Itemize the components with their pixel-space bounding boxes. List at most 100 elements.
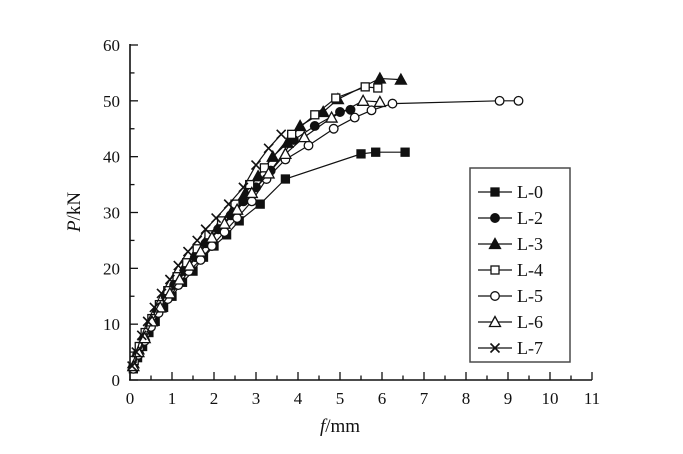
y-tick-label: 40 [103, 148, 120, 167]
x-tick-label: 0 [126, 389, 135, 408]
x-tick-label: 7 [420, 389, 429, 408]
square-open-marker [490, 265, 500, 275]
x-cross-marker [136, 330, 147, 341]
triangle-open-marker [205, 230, 219, 243]
y-tick-label: 0 [112, 371, 121, 390]
x-tick-label: 10 [542, 389, 559, 408]
legend-entry-L-0: L-0 [478, 182, 543, 202]
x-tick-label: 5 [336, 389, 345, 408]
y-axis-title: P/kN [64, 192, 85, 233]
triangle-open-marker [230, 202, 244, 215]
x-cross-marker [276, 129, 287, 140]
x-tick-label: 3 [252, 389, 261, 408]
legend-label: L-4 [517, 260, 543, 280]
x-tick-label: 11 [584, 389, 600, 408]
x-cross-marker [164, 274, 175, 285]
ticks [129, 44, 593, 381]
circle-open-marker [387, 98, 398, 109]
y-tick-label: 10 [103, 315, 120, 334]
triangle-open-marker [163, 286, 177, 299]
x-tick-labels: 0 1 2 3 4 5 6 7 8 9 10 11 [126, 389, 600, 408]
square-filled-marker [356, 149, 366, 159]
square-open-marker [360, 82, 370, 92]
triangle-open-marker [217, 216, 232, 229]
x-tick-label: 1 [168, 389, 177, 408]
circle-open-marker [206, 241, 217, 251]
triangle-open-marker [297, 130, 311, 143]
square-open-marker [287, 129, 297, 139]
x-cross-marker [250, 159, 262, 171]
circle-open-marker [232, 213, 243, 224]
x-cross-marker [127, 360, 138, 372]
square-filled-marker [280, 174, 291, 184]
legend-entry-L-5: L-5 [478, 286, 543, 306]
circle-open-marker [246, 196, 257, 207]
circle-open-marker [513, 95, 524, 106]
triangle-open-marker [245, 186, 259, 199]
x-cross-marker [131, 347, 142, 358]
circle-open-marker [195, 255, 206, 265]
circle-open-marker [349, 112, 360, 123]
x-cross-marker [156, 288, 167, 299]
legend-label: L-2 [517, 208, 543, 228]
x-cross-marker [192, 235, 203, 246]
legend: L-0 L-2 L-3 L-4 L-5 L-6 L-7 [469, 167, 571, 363]
x-tick-label: 8 [462, 389, 471, 408]
triangle-filled-marker [266, 149, 280, 162]
legend-entry-L-4: L-4 [478, 260, 543, 280]
triangle-open-marker [325, 110, 339, 123]
y-tick-label: 20 [103, 259, 120, 278]
x-cross-marker [223, 199, 234, 210]
triangle-filled-marker [316, 105, 330, 118]
y-tick-label: 50 [103, 92, 120, 111]
series-L-7 [127, 129, 287, 372]
triangle-open-marker [262, 166, 276, 179]
circle-filled-marker [490, 213, 500, 223]
triangle-open-marker [373, 95, 387, 108]
x-cross-marker [489, 342, 501, 354]
triangle-filled-marker [394, 72, 408, 85]
x-cross-marker [149, 302, 160, 313]
legend-label: L-5 [517, 286, 543, 306]
legend-box [469, 167, 571, 363]
triangle-open-marker [278, 147, 292, 160]
x-tick-label: 6 [378, 389, 387, 408]
legend-label: L-7 [517, 338, 543, 358]
square-filled-marker [371, 147, 381, 157]
triangle-open-marker [488, 315, 502, 328]
circle-open-marker [219, 227, 230, 237]
triangle-open-marker [356, 93, 370, 106]
circle-open-marker [303, 140, 314, 151]
circle-open-marker [494, 95, 505, 106]
circle-open-marker [366, 105, 377, 116]
legend-entry-L-3: L-3 [478, 234, 543, 254]
square-filled-marker [490, 187, 500, 197]
x-cross-marker [173, 260, 184, 271]
x-cross-marker [182, 246, 194, 257]
square-open-marker [331, 93, 341, 103]
legend-label: L-3 [517, 234, 543, 254]
x-tick-label: 9 [504, 389, 513, 408]
x-axis-title: f/mm [320, 416, 360, 437]
legend-entry-L-7: L-7 [478, 338, 543, 358]
y-tick-label: 30 [103, 204, 120, 223]
triangle-open-marker [172, 272, 187, 285]
x-tick-label: 2 [210, 389, 219, 408]
x-cross-marker [200, 224, 211, 235]
x-cross-marker [211, 213, 222, 224]
y-tick-labels: 0 10 20 30 40 50 60 [103, 36, 120, 390]
y-tick-label: 60 [103, 36, 120, 55]
square-filled-marker [255, 199, 265, 209]
series-L-4 [129, 82, 383, 366]
triangle-open-marker [183, 258, 197, 271]
x-cross-marker [238, 182, 249, 193]
legend-label: L-6 [517, 312, 543, 332]
legend-entry-L-6: L-6 [478, 312, 543, 332]
triangle-filled-marker [373, 71, 387, 84]
legend-entry-L-2: L-2 [478, 208, 543, 228]
circle-open-marker [328, 123, 339, 134]
square-open-marker [310, 110, 320, 120]
